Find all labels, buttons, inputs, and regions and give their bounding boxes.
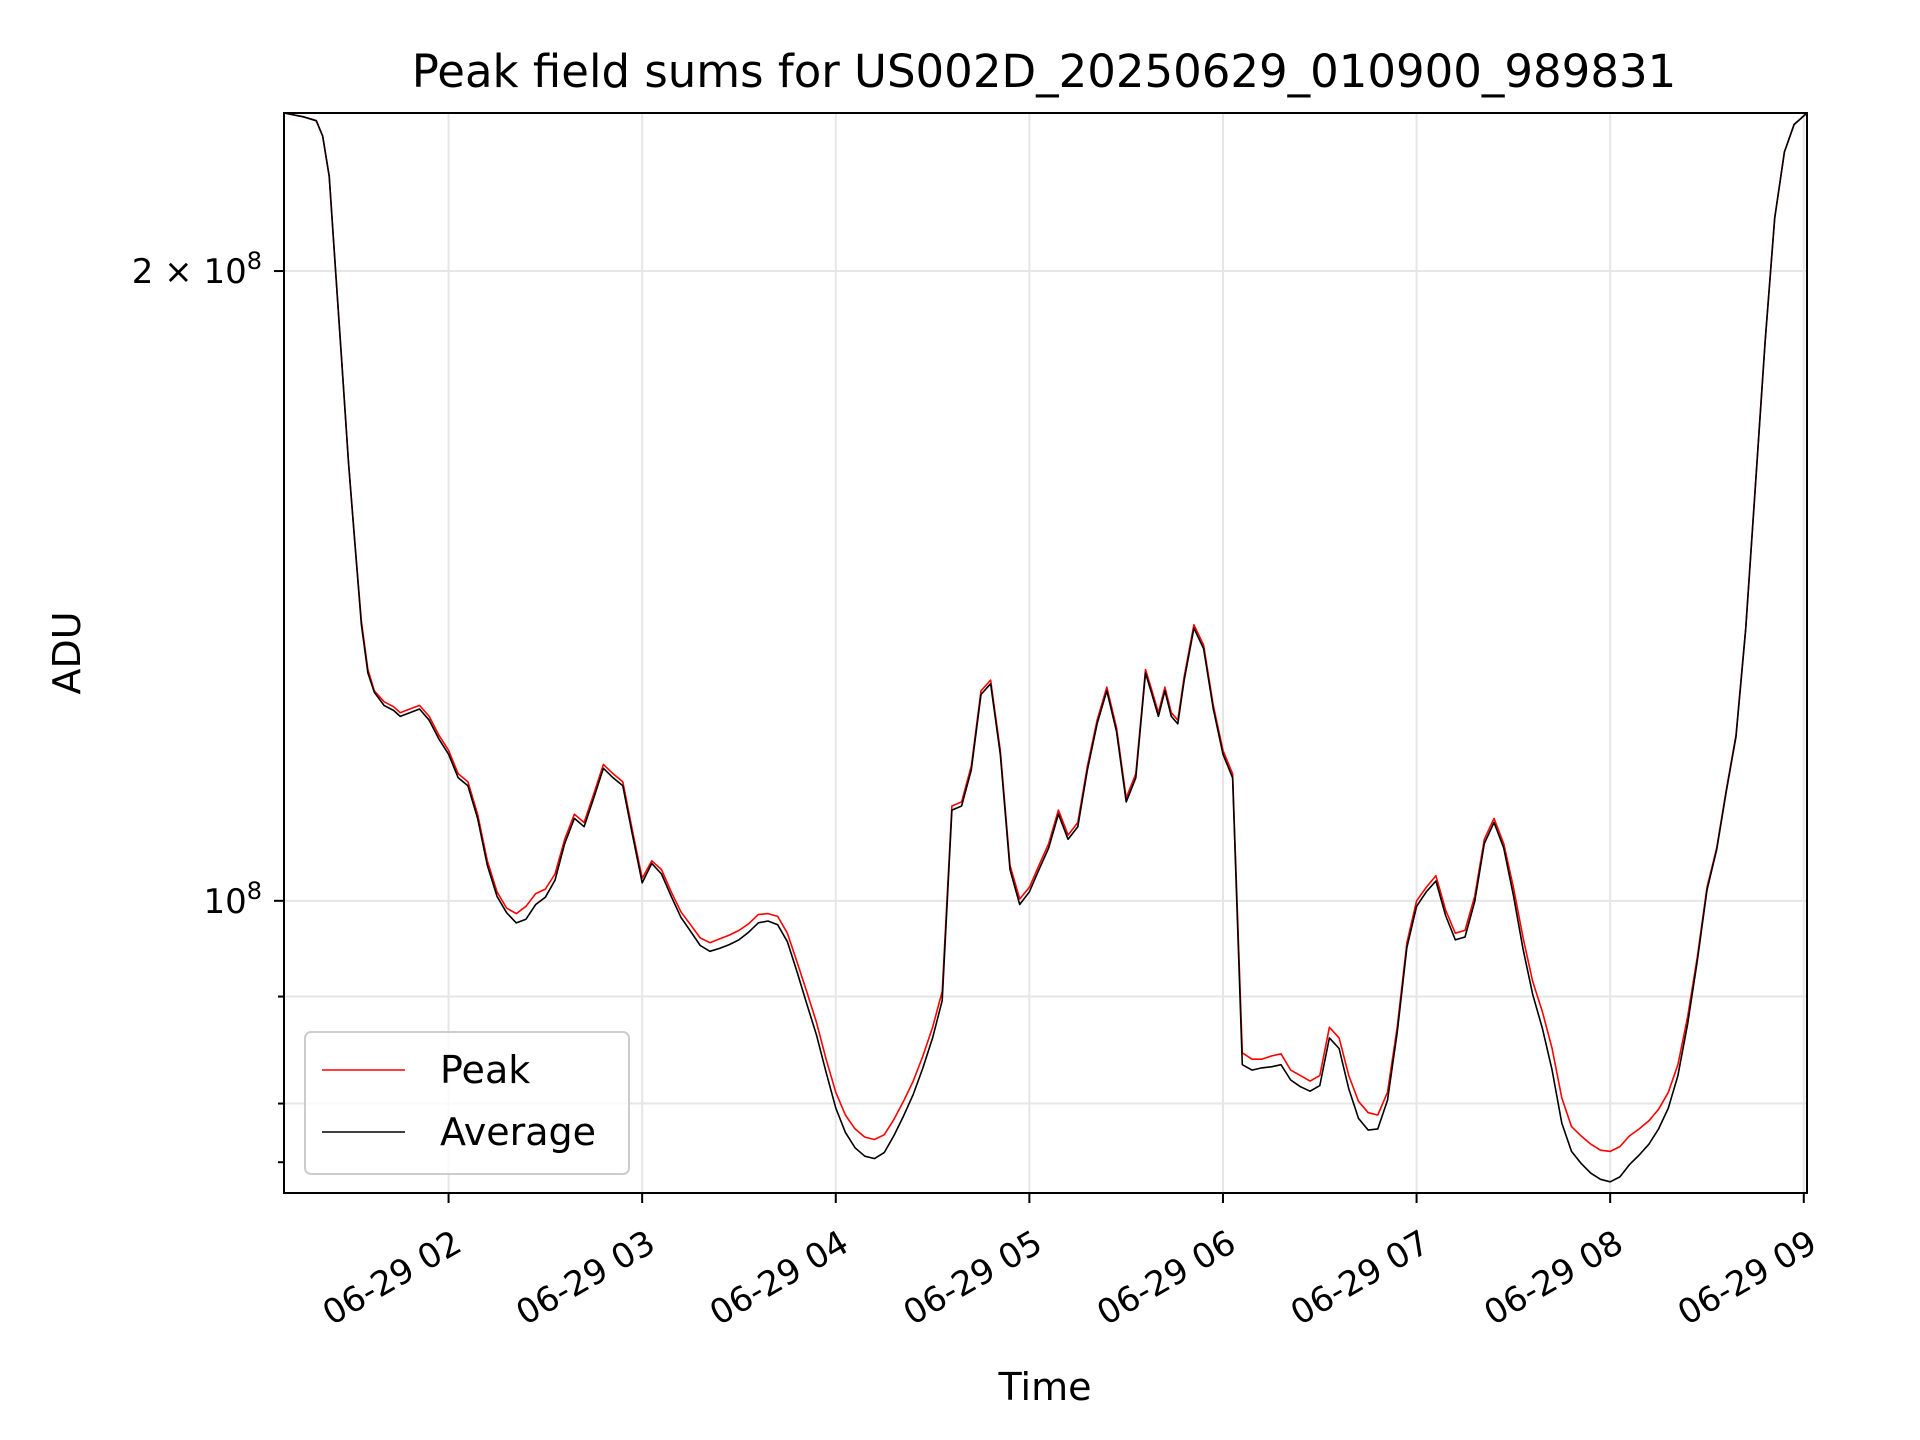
series-line-average <box>283 112 1808 1183</box>
y-axis-label: ADU <box>45 611 89 694</box>
legend-label-peak: Peak <box>440 1048 530 1092</box>
y-axis-ticks: 108 2 × 108 <box>132 247 284 1164</box>
y-tick-label: 108 <box>203 877 262 922</box>
legend: Peak Average <box>304 1031 630 1175</box>
grid-lines <box>284 113 1807 1193</box>
legend-label-average: Average <box>440 1110 596 1154</box>
legend-box <box>304 1031 630 1175</box>
plot-frame <box>283 112 1808 1194</box>
y-tick-label: 2 × 108 <box>132 247 262 292</box>
plot-series <box>283 112 1808 1183</box>
x-axis-label: Time <box>998 1365 1092 1409</box>
chart-title: Peak field sums for US002D_20250629_0109… <box>412 45 1676 98</box>
series-line-peak <box>283 112 1808 1153</box>
